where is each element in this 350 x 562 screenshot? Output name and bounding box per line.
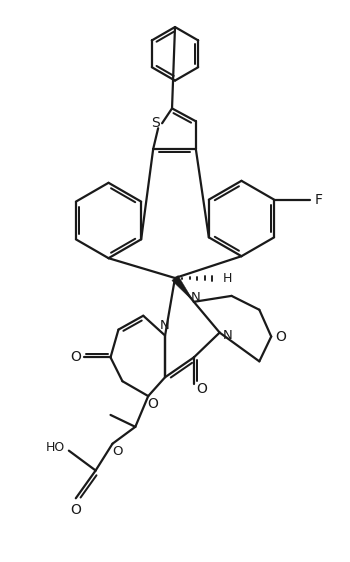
Text: H: H — [223, 271, 232, 284]
Text: O: O — [112, 445, 123, 458]
Text: S: S — [151, 116, 160, 130]
Text: N: N — [223, 329, 232, 342]
Text: O: O — [148, 397, 159, 411]
Polygon shape — [172, 275, 194, 302]
Text: N: N — [160, 319, 170, 332]
Text: O: O — [276, 329, 287, 343]
Text: O: O — [70, 503, 81, 517]
Text: F: F — [315, 193, 323, 207]
Text: N: N — [191, 291, 201, 305]
Text: O: O — [70, 350, 81, 364]
Text: HO: HO — [46, 441, 65, 454]
Text: O: O — [196, 382, 207, 396]
